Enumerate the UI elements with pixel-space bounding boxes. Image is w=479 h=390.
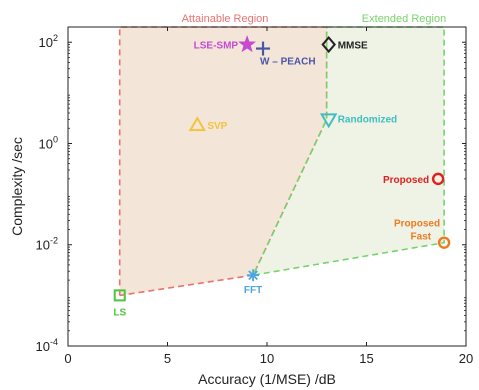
point-label-ls: LS [113,307,126,318]
marker-w-peach [256,41,271,56]
points-layer [113,35,451,302]
y-tick-label: 102 [39,33,58,50]
point-label-randomized: Randomized [338,114,397,125]
y-tick-label: 10-4 [36,337,58,354]
x-tick-label: 0 [64,351,71,366]
axes-layer: 0 5 10 15 20 10-4 10-2 100 102 Accuracy (1/MSE) /… [9,26,473,387]
x-tick-label: 10 [260,351,274,366]
regions-layer [118,26,445,297]
labels-layer: Attainable Region Extended Region LS FFT SVP… [113,13,446,318]
x-axis-label: Accuracy (1/MSE) /dB [198,371,336,387]
region-fill-0 [119,27,327,296]
marker-randomized [319,113,338,129]
marker-lse-smp [238,35,257,53]
point-label-proposed: Proposed [383,175,429,186]
marker-proposed-fast [437,236,451,249]
marker-proposed [431,172,445,186]
x-tick-label: 5 [164,351,171,366]
region-label-attainable: Attainable Region [182,13,269,25]
point-label-mmse: MMSE [338,41,368,52]
marker-mmse [321,36,337,54]
y-tick-label: 10-2 [36,236,58,253]
marker-ls [113,289,126,302]
point-label-fft: FFT [244,285,262,296]
point-label-w-peach: W – PEACH [260,57,316,68]
region-outline-1 [251,26,445,277]
y-axis-label: Complexity /sec [9,137,25,236]
point-label-lse-smp: LSE-SMP [194,41,239,52]
marker-fft [247,269,260,282]
x-tick-label: 15 [359,351,373,366]
y-tick-label: 100 [39,134,58,151]
marker-svp [188,116,207,132]
x-tick-label: 20 [459,351,473,366]
region-label-extended: Extended Region [362,13,446,25]
region-fill-1 [253,27,445,276]
point-label-proposed-fast: Proposed Fast [394,219,440,243]
point-label-svp: SVP [207,121,227,132]
